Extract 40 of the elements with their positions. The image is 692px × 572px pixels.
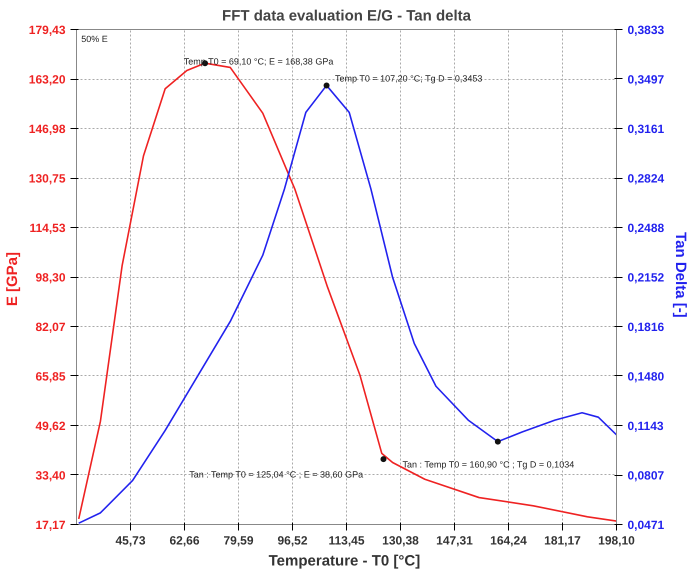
y-tick-label: 65,85 [35,369,66,384]
x-tick-label: 198,10 [598,534,636,548]
y2-tick-label: 0,1480 [628,369,665,384]
y2-tick-label: 0,3161 [628,122,665,136]
x-tick-label: 96,52 [277,534,308,548]
y-tick-label: 163,20 [28,72,66,87]
y-tick-label: 98,30 [35,270,66,284]
annotation: 50% E [81,34,108,44]
x-tick-label: 164,24 [490,534,528,548]
y-tick-label: 17,17 [35,518,66,532]
y2-tick-label: 0,0471 [628,518,665,532]
y-tick-label: 179,43 [28,23,66,37]
y2-tick-label: 0,2824 [628,172,665,186]
y2-tick-label: 0,0807 [628,468,665,483]
y-tick-label: 114,53 [29,220,66,235]
y-axis-title: E [GPa] [4,252,21,306]
y2-tick-label: 0,2152 [628,270,665,284]
x-tick-label: 62,66 [169,534,200,548]
y-tick-label: 146,98 [28,122,66,136]
annotation: Tan : Temp T0 = 160,90 °C ; Tg D = 0,1034 [402,460,574,470]
x-tick-label: 113,45 [328,534,365,548]
x-tick-label: 45,73 [115,534,146,548]
annotation: Temp T0 = 107,20 °C; Tg D = 0,3453 [335,74,482,84]
y2-tick-label: 0,3833 [628,23,665,37]
y2-tick-label: 0,2488 [628,221,665,236]
y2-tick-label: 0,1816 [628,320,665,334]
x-tick-label: 130,38 [382,534,420,548]
y-tick-label: 130,75 [28,172,66,186]
y2-tick-label: 0,1143 [628,419,664,434]
y2-axis-title: Tan Delta [-] [672,232,690,318]
chart-title: FFT data evaluation E/G - Tan delta [222,8,472,24]
y-tick-label: 49,62 [35,419,66,434]
x-axis-title: Temperature - T0 [°C] [268,552,420,570]
y2-tick-label: 0,3497 [628,72,665,86]
annotation: Tan : Temp T0 = 125,04 °C ; E = 38,60 GPa [189,470,364,480]
x-tick-label: 79,59 [223,534,254,548]
x-tick-label: 147,31 [436,534,474,548]
x-tick-label: 181,17 [544,534,582,548]
y-tick-label: 33,40 [35,468,66,482]
y-tick-label: 82,07 [35,320,66,334]
